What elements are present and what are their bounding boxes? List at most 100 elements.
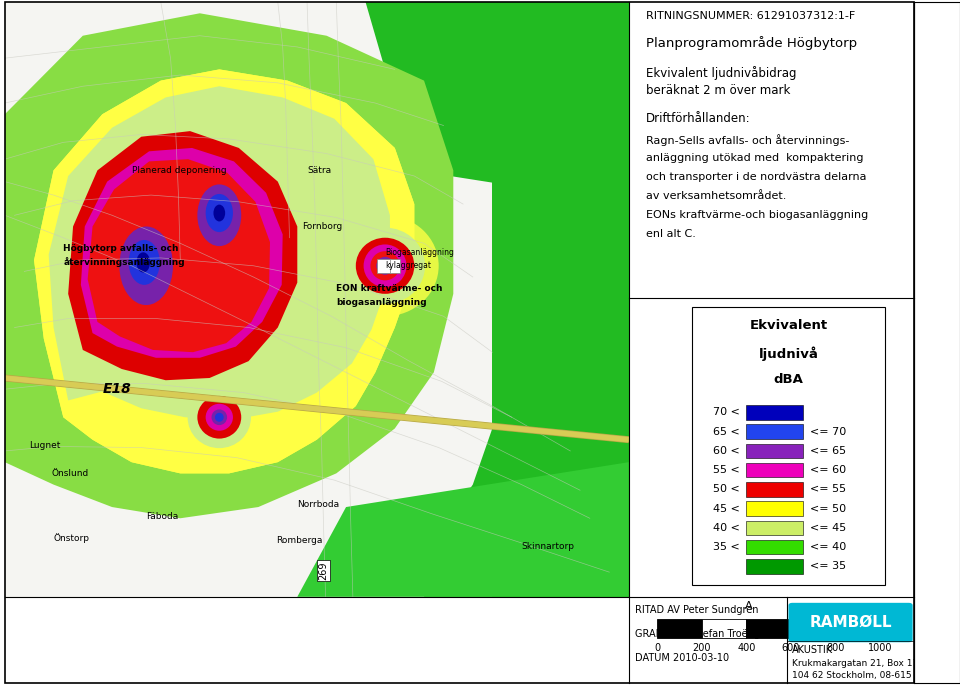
Text: <= 45: <= 45	[810, 523, 846, 533]
Text: E18: E18	[103, 382, 132, 397]
Text: Romberga: Romberga	[276, 536, 323, 545]
Bar	[914, 2, 960, 683]
Text: Krukmakargatan 21, Box 17009: Krukmakargatan 21, Box 17009	[792, 659, 936, 667]
Text: Ekvivalent: Ekvivalent	[750, 319, 828, 332]
Bar	[746, 540, 803, 554]
Bar	[390, 259, 399, 272]
Text: 50 <: 50 <	[713, 484, 740, 495]
Text: Fornborg: Fornborg	[302, 222, 343, 231]
Text: 40 <: 40 <	[713, 523, 740, 533]
Text: 45 <: 45 <	[713, 504, 740, 514]
Text: 65 <: 65 <	[713, 427, 740, 437]
FancyBboxPatch shape	[788, 603, 913, 642]
Bar	[691, 307, 885, 585]
Polygon shape	[34, 69, 415, 473]
Bar	[746, 444, 803, 458]
Polygon shape	[49, 86, 390, 420]
Text: 269: 269	[319, 561, 328, 580]
Ellipse shape	[356, 238, 415, 294]
Ellipse shape	[376, 257, 394, 275]
Text: GRANSKAD Stefan Troëng: GRANSKAD Stefan Troëng	[636, 630, 760, 639]
Ellipse shape	[119, 226, 173, 305]
Ellipse shape	[205, 194, 233, 232]
Text: <= 40: <= 40	[810, 542, 846, 552]
Text: m: m	[888, 624, 900, 634]
Text: EON kraftvärme- och: EON kraftvärme- och	[336, 284, 443, 293]
Text: enl alt C.: enl alt C.	[646, 229, 696, 239]
Text: Sätra: Sätra	[307, 166, 331, 175]
Text: Ragn-Sells avfalls- och återvinnings-: Ragn-Sells avfalls- och återvinnings-	[646, 134, 850, 146]
Text: 600: 600	[781, 643, 800, 653]
Text: DATUM 2010-03-10: DATUM 2010-03-10	[636, 653, 730, 663]
Ellipse shape	[187, 386, 251, 448]
Text: 0: 0	[655, 643, 660, 653]
Ellipse shape	[211, 410, 228, 425]
Bar	[791, 619, 835, 638]
Bar	[746, 521, 803, 535]
Ellipse shape	[380, 261, 390, 271]
Text: Önslund: Önslund	[52, 469, 89, 478]
Text: Lugnet: Lugnet	[29, 441, 60, 450]
Ellipse shape	[215, 413, 224, 422]
Text: RAMBØLL: RAMBØLL	[809, 615, 892, 630]
Text: <= 60: <= 60	[810, 465, 846, 475]
Text: 35 <: 35 <	[713, 542, 740, 552]
Text: dBA: dBA	[774, 373, 804, 386]
Bar	[377, 259, 391, 272]
Text: A: A	[745, 601, 753, 611]
Text: <= 50: <= 50	[810, 504, 846, 514]
Text: EONs kraftvärme-och biogasanläggning: EONs kraftvärme-och biogasanläggning	[646, 210, 868, 220]
Polygon shape	[298, 462, 629, 597]
Text: RITNINGSNUMMER: 61291037312:1-F: RITNINGSNUMMER: 61291037312:1-F	[646, 11, 855, 21]
Text: biogasanläggning: biogasanläggning	[336, 298, 427, 307]
Bar	[702, 619, 746, 638]
Bar	[746, 619, 791, 638]
Text: kylaggregat: kylaggregat	[385, 261, 431, 270]
Text: AKUSTIK: AKUSTIK	[792, 645, 833, 655]
Text: 55 <: 55 <	[713, 465, 740, 475]
Ellipse shape	[345, 228, 425, 304]
Text: Ekvivalent ljudnivåbidrag: Ekvivalent ljudnivåbidrag	[646, 67, 797, 80]
Bar	[658, 619, 702, 638]
Text: 70 <: 70 <	[713, 407, 740, 418]
Text: <= 65: <= 65	[810, 446, 846, 456]
Text: Planprogramområde Högbytorp: Planprogramområde Högbytorp	[646, 36, 857, 50]
Text: återvinningsanläggning: återvinningsanläggning	[63, 257, 185, 268]
Ellipse shape	[129, 240, 159, 285]
Text: Skinnartorp: Skinnartorp	[521, 542, 574, 551]
Text: <= 70: <= 70	[810, 427, 846, 437]
Ellipse shape	[205, 404, 233, 431]
Text: beräknat 2 m över mark: beräknat 2 m över mark	[646, 84, 790, 97]
Text: ljudnivå: ljudnivå	[758, 346, 819, 361]
Text: Driftförhållanden:: Driftförhållanden:	[646, 112, 751, 125]
Ellipse shape	[176, 375, 263, 460]
Polygon shape	[34, 69, 415, 473]
Text: 800: 800	[826, 643, 845, 653]
Polygon shape	[81, 148, 282, 358]
Text: Ritning 61291037312:1-F: Ritning 61291037312:1-F	[935, 285, 944, 400]
Text: Fäboda: Fäboda	[146, 512, 179, 521]
Ellipse shape	[198, 185, 241, 246]
Bar	[835, 619, 879, 638]
Bar	[746, 425, 803, 439]
Text: <= 35: <= 35	[810, 561, 846, 571]
Text: 1000: 1000	[868, 643, 892, 653]
Text: anläggning utökad med  kompaktering: anläggning utökad med kompaktering	[646, 153, 863, 163]
Polygon shape	[424, 2, 629, 597]
Ellipse shape	[198, 396, 241, 438]
Ellipse shape	[136, 252, 150, 272]
Bar	[746, 501, 803, 516]
Text: 200: 200	[692, 643, 711, 653]
Text: Planerad deponering: Planerad deponering	[132, 166, 227, 175]
Polygon shape	[68, 131, 298, 380]
Bar	[746, 559, 803, 573]
Text: Önstorp: Önstorp	[54, 534, 89, 543]
Text: RITAD AV Peter Sundgren: RITAD AV Peter Sundgren	[636, 605, 758, 615]
Ellipse shape	[371, 251, 399, 281]
Bar	[746, 463, 803, 477]
Ellipse shape	[213, 204, 226, 222]
Bar	[492, 2, 629, 597]
Text: och transporter i de nordvästra delarna: och transporter i de nordvästra delarna	[646, 172, 867, 182]
Text: <= 55: <= 55	[810, 484, 846, 495]
Text: Biogasanläggning: Biogasanläggning	[385, 248, 454, 257]
